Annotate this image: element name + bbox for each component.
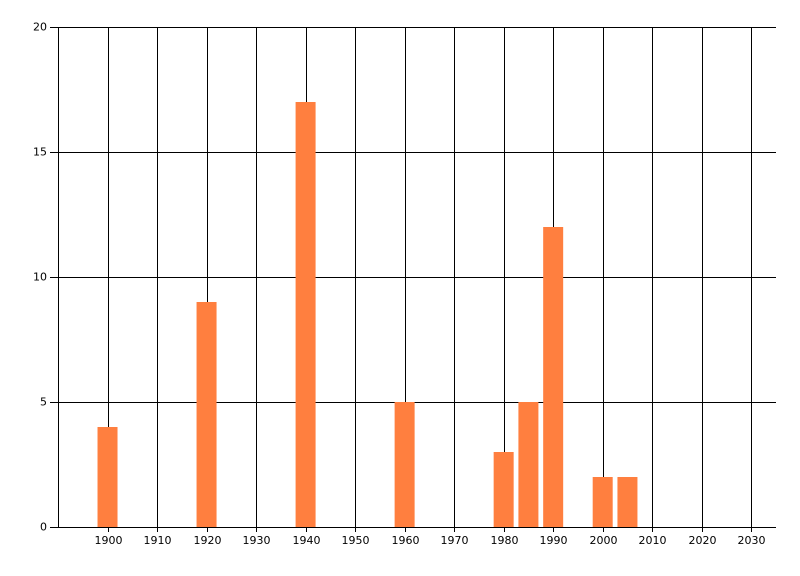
x-tick-label: 2020 (689, 534, 717, 547)
bar (518, 402, 539, 527)
x-tick-label: 1990 (540, 534, 568, 547)
x-tick-label: 1940 (293, 534, 321, 547)
bar (592, 477, 613, 527)
y-tick-label: 0 (40, 521, 47, 534)
x-tick-label: 1970 (441, 534, 469, 547)
y-tick-label: 20 (33, 21, 47, 34)
x-tick-label: 1900 (95, 534, 123, 547)
x-tick-label: 1920 (194, 534, 222, 547)
x-tick-label: 1950 (342, 534, 370, 547)
x-tick-label: 2000 (590, 534, 618, 547)
y-tick-label: 10 (33, 271, 47, 284)
y-tick-label: 5 (40, 396, 47, 409)
bar (295, 102, 316, 527)
x-tick-label: 2030 (738, 534, 766, 547)
bar (617, 477, 638, 527)
bar (97, 427, 118, 527)
x-tick-label: 1910 (144, 534, 172, 547)
bar (394, 402, 415, 527)
bar (543, 227, 564, 527)
x-tick-label: 1980 (491, 534, 519, 547)
bar (196, 302, 217, 527)
x-tick-label: 1930 (243, 534, 271, 547)
y-tick-label: 15 (33, 146, 47, 159)
x-tick-label: 1960 (392, 534, 420, 547)
x-tick-label: 2010 (639, 534, 667, 547)
bar (493, 452, 514, 527)
